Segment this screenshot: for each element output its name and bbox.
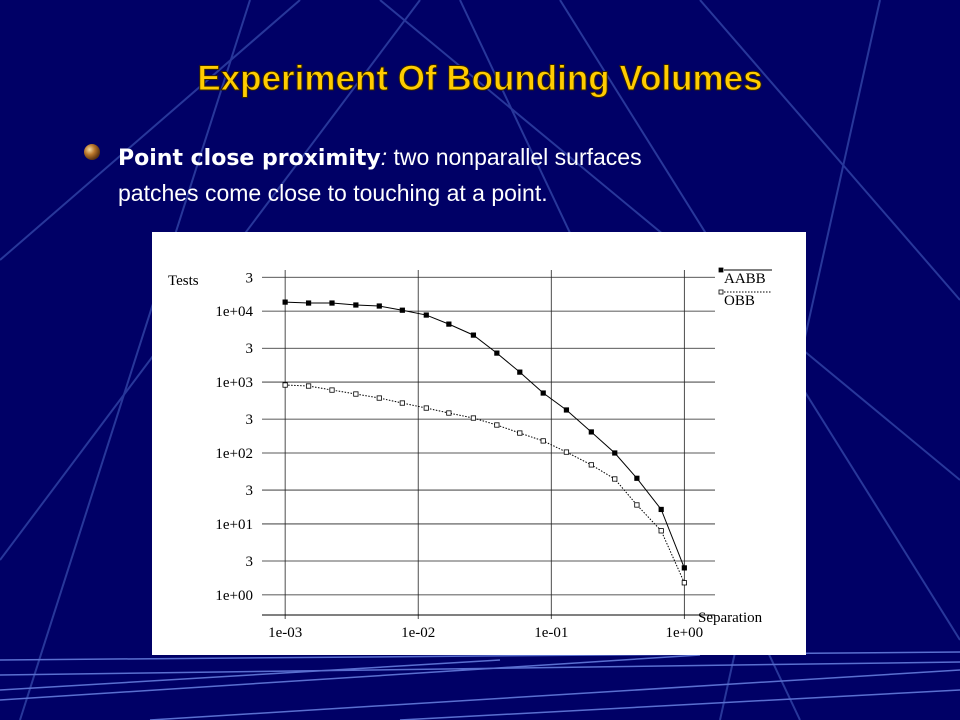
data-point xyxy=(494,422,500,428)
data-point xyxy=(353,391,359,397)
data-point xyxy=(399,307,405,313)
x-tick-label: 1e-01 xyxy=(534,625,568,641)
y-axis-label: Tests xyxy=(168,273,199,289)
legend-label: OBB xyxy=(724,293,755,309)
y-tick-label: 3 xyxy=(246,554,254,570)
legend-label: AABB xyxy=(724,271,766,287)
y-tick-label: 1e+01 xyxy=(215,517,253,533)
data-point xyxy=(517,369,523,375)
data-point xyxy=(612,450,618,456)
bullet-icon xyxy=(84,144,100,160)
data-point xyxy=(658,506,664,513)
data-point xyxy=(681,580,687,586)
x-tick-label: 1e-03 xyxy=(268,625,302,641)
data-point xyxy=(563,449,570,455)
slide-title: Experiment Of Bounding Volumes xyxy=(197,59,762,98)
data-point xyxy=(517,430,523,436)
data-point xyxy=(681,565,687,571)
data-point xyxy=(376,303,382,309)
data-point xyxy=(399,400,405,406)
y-tick-label: 1e+04 xyxy=(215,304,253,320)
legend-marker xyxy=(718,289,724,295)
y-tick-label: 1e+02 xyxy=(215,446,253,462)
bullet-punct: : xyxy=(381,144,387,170)
data-point xyxy=(470,332,477,338)
data-point xyxy=(446,321,452,327)
data-point xyxy=(305,300,312,306)
data-point xyxy=(423,405,429,411)
bullet-term: Point close proximity xyxy=(118,146,381,171)
data-point xyxy=(470,415,477,421)
data-point xyxy=(634,502,640,508)
series-line xyxy=(285,301,685,569)
data-point xyxy=(563,407,570,413)
x-tick-label: 1e-02 xyxy=(401,625,435,641)
data-point xyxy=(612,476,618,482)
data-point xyxy=(353,302,359,308)
data-point xyxy=(540,390,546,396)
data-point xyxy=(282,382,288,388)
bullet-text: patches come close to touching at a poin… xyxy=(118,180,548,206)
bullet-line: Point close proximity: two nonparallel s… xyxy=(118,144,642,171)
y-tick-label: 3 xyxy=(246,483,254,499)
data-point xyxy=(329,387,335,393)
bullet-text: two nonparallel surfaces xyxy=(394,144,642,170)
data-point xyxy=(305,383,312,389)
data-point xyxy=(634,475,640,481)
chart-background xyxy=(152,232,806,655)
y-tick-label: 1e+00 xyxy=(215,588,253,604)
x-tick-label: 1e+00 xyxy=(666,625,704,641)
data-point xyxy=(423,312,429,318)
data-point xyxy=(658,528,664,534)
data-point xyxy=(446,410,452,416)
data-point xyxy=(494,350,500,356)
data-point xyxy=(588,462,594,468)
x-axis-label: Separation xyxy=(698,610,763,626)
data-point xyxy=(282,299,288,305)
plot: 1e+00 3 1e+01 3 1e+02 3 1e+03 3 1e+04 3 1e-03 1e-02… xyxy=(215,267,772,641)
data-point xyxy=(329,300,335,306)
y-tick-label: 1e+03 xyxy=(215,375,253,391)
series-line xyxy=(285,384,685,583)
y-tick-label: 3 xyxy=(246,341,254,357)
data-point xyxy=(540,438,546,444)
data-point xyxy=(376,395,382,401)
data-point xyxy=(588,429,594,435)
y-tick-label: 3 xyxy=(246,412,254,428)
legend-marker xyxy=(718,267,724,273)
y-tick-label: 3 xyxy=(246,270,254,286)
